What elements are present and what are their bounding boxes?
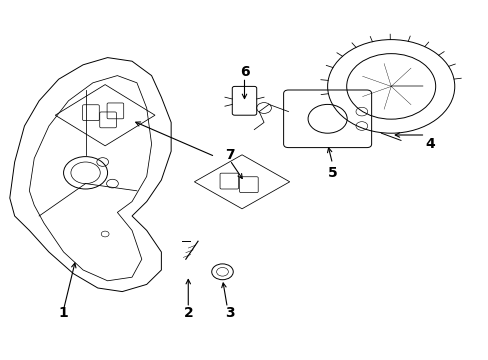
Text: 2: 2 [183,306,193,320]
Text: 5: 5 [327,166,337,180]
Text: 1: 1 [59,306,68,320]
Text: 4: 4 [425,137,434,151]
Text: 6: 6 [239,65,249,79]
Text: 3: 3 [224,306,234,320]
Text: 7: 7 [224,148,234,162]
